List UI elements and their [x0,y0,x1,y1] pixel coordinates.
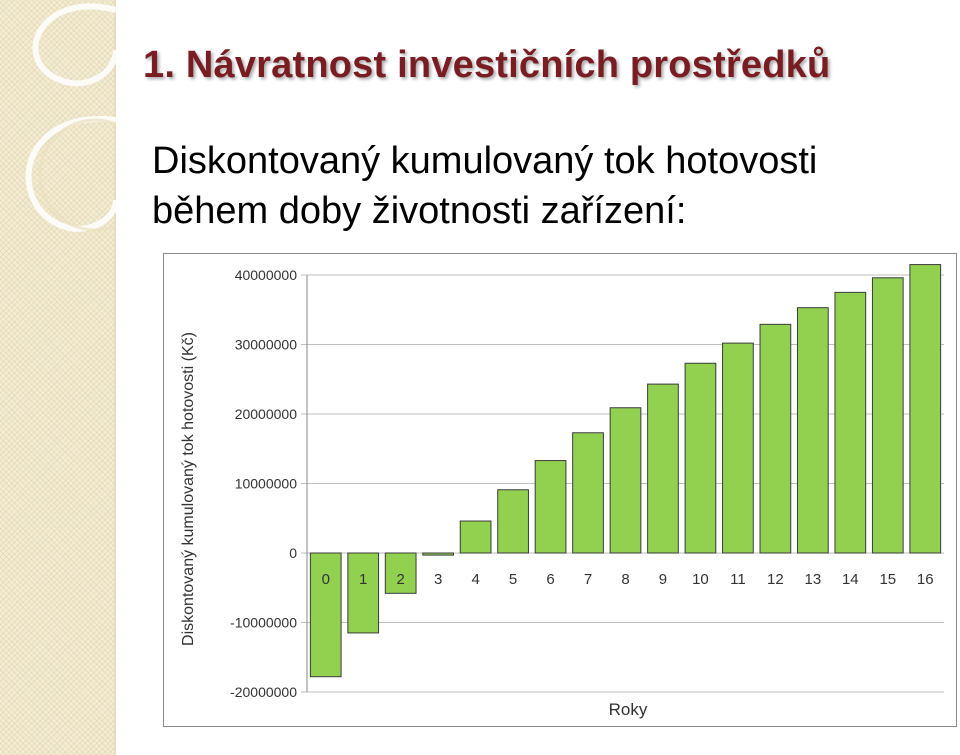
bar [909,264,942,554]
bar [384,552,417,594]
y-axis-title: Diskontovaný kumulovaný tok hotovosti (K… [180,332,197,646]
y-tick-label: -20000000 [230,684,297,700]
x-tick-label: 14 [842,571,859,588]
y-tick-label: 20000000 [235,406,298,422]
bar [609,407,642,554]
subtitle-line-1: Diskontovaný kumulovaný tok hotovosti [152,140,818,182]
y-tick-label: 30000000 [235,337,298,353]
x-tick-label: 9 [659,571,667,588]
bar [497,489,529,554]
subtitle-line-2: během doby životnosti zařízení: [152,190,687,232]
bar [722,342,754,554]
x-tick-label: 3 [434,571,442,588]
y-tick-label: 10000000 [235,476,298,492]
bar [309,552,342,678]
bar [684,362,717,554]
bar [796,307,829,554]
y-tick-label: 0 [289,545,297,561]
x-tick-label: 16 [917,571,934,588]
decorative-side-strip [0,0,114,755]
x-tick-label: 15 [879,571,896,588]
bar [834,291,867,554]
bar [422,552,455,556]
x-tick-label: 1 [359,571,367,588]
bar [871,277,904,554]
bar [534,460,567,554]
x-tick-label: 7 [584,571,592,588]
y-tick-label: -10000000 [230,615,297,631]
slide-subtitle: Diskontovaný kumulovaný tok hotovosti bě… [152,136,817,236]
bar [572,432,604,554]
x-tick-label: 10 [692,571,709,588]
x-tick-label: 12 [767,571,784,588]
x-tick-label: 2 [397,571,405,588]
bar [459,520,492,554]
x-tick-label: 0 [322,571,330,588]
decorative-swirl-icon [25,3,116,232]
slide-title: 1. Návratnost investičních prostředků [143,44,831,86]
x-tick-label: 11 [730,571,746,588]
bar-chart: 40000000 30000000 20000000 10000000 0 -100000… [180,264,944,719]
bar [347,552,380,634]
x-tick-label: 5 [509,571,517,588]
bar [647,383,679,554]
x-tick-label: 13 [805,571,822,588]
x-tick-label: 4 [471,571,479,588]
x-axis-title: Roky [609,700,648,719]
y-tick-label: 40000000 [235,267,298,283]
x-tick-label: 8 [621,571,629,588]
side-divider [114,0,116,755]
bar [759,323,792,554]
chart-frame: 40000000 30000000 20000000 10000000 0 -100000… [163,253,957,727]
x-tick-label: 6 [546,571,554,588]
